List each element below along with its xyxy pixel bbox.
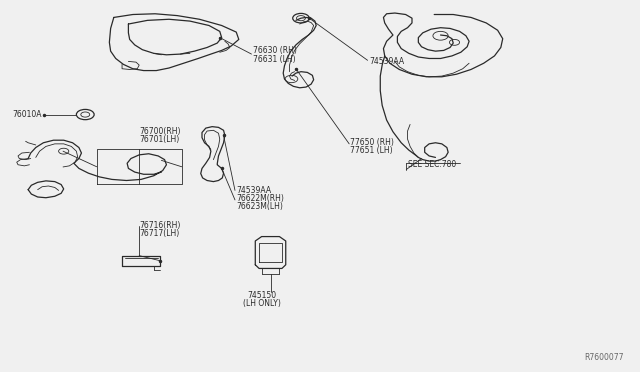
Text: 76701(LH): 76701(LH) xyxy=(139,135,179,144)
Text: SEE SEC.780: SEE SEC.780 xyxy=(408,160,456,169)
Text: 74539AA: 74539AA xyxy=(369,57,404,66)
Text: 76700(RH): 76700(RH) xyxy=(139,127,180,136)
Text: 745150: 745150 xyxy=(247,291,276,301)
Text: 74539AA: 74539AA xyxy=(236,186,271,195)
Text: 76622M(RH): 76622M(RH) xyxy=(236,194,284,203)
Text: 76630 (RH): 76630 (RH) xyxy=(253,46,297,55)
Text: 77651 (LH): 77651 (LH) xyxy=(351,146,393,155)
Text: 76010A: 76010A xyxy=(13,110,42,119)
Text: (LH ONLY): (LH ONLY) xyxy=(243,299,280,308)
Text: 77650 (RH): 77650 (RH) xyxy=(351,138,394,147)
Text: 76623M(LH): 76623M(LH) xyxy=(236,202,283,211)
Text: R7600077: R7600077 xyxy=(584,353,623,362)
Text: 76631 (LH): 76631 (LH) xyxy=(253,55,296,64)
Text: 76716(RH): 76716(RH) xyxy=(139,221,180,230)
Text: 76717(LH): 76717(LH) xyxy=(139,229,179,238)
